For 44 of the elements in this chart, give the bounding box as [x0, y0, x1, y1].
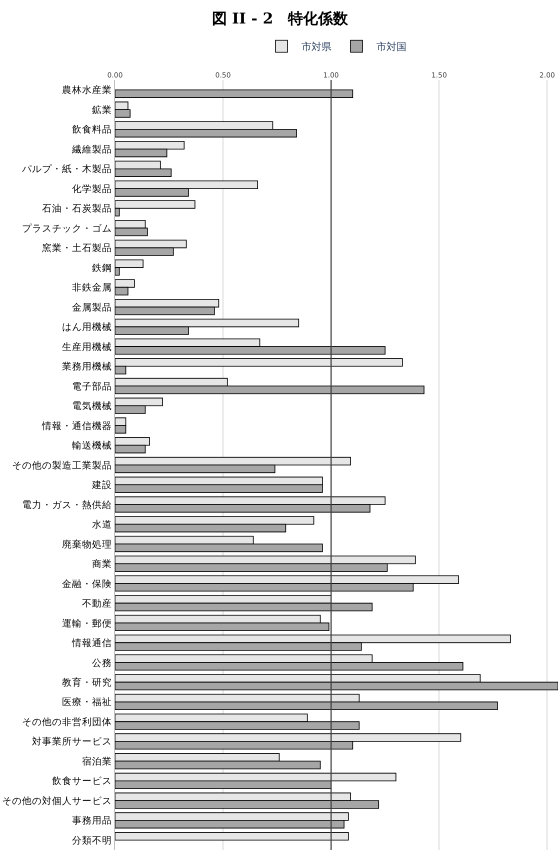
- y-tick-label: 生産用機械: [62, 340, 112, 353]
- y-tick-label: その他の対個人サービス: [2, 794, 112, 807]
- y-tick-label: その他の非営利団体: [22, 716, 112, 728]
- y-tick-label: 医療・福祉: [62, 696, 112, 708]
- y-tick-label: その他の製造工業製品: [12, 459, 112, 472]
- chart-title: 図 II - 2 特化係数: [212, 9, 350, 28]
- y-tick-label: 電子部品: [72, 380, 112, 392]
- y-tick-label: 繊維製品: [71, 143, 112, 156]
- y-tick-label: 不動産: [82, 598, 112, 610]
- y-tick-label: 鉱業: [92, 104, 112, 116]
- y-tick-label: 飲食サービス: [52, 775, 112, 788]
- y-tick-label: 飲食料品: [72, 124, 112, 136]
- legend-label: 市対国: [376, 41, 406, 54]
- y-tick-label: 金属製品: [72, 301, 112, 314]
- y-tick-label: 水道: [92, 518, 112, 531]
- y-tick-label: 石油・石炭製品: [42, 202, 112, 215]
- y-tick-label: 教育・研究: [62, 676, 112, 689]
- y-tick-label: 電気機械: [72, 400, 112, 412]
- y-tick-label: 輸送機械: [72, 440, 112, 452]
- y-tick-label: 農林水産業: [62, 84, 112, 96]
- y-tick-label: 金融・保険: [62, 578, 112, 590]
- y-tick-label: 分類不明: [72, 834, 112, 846]
- y-tick-label: 窯業・土石製品: [42, 242, 112, 254]
- legend-label: 市対県: [302, 41, 332, 54]
- y-tick-label: 建設: [91, 479, 112, 492]
- y-tick-label: 非鉄金属: [72, 282, 112, 294]
- bar: [115, 832, 349, 841]
- y-tick-label: 化学製品: [72, 182, 112, 195]
- y-tick-label: プラスチック・ゴム: [22, 222, 112, 234]
- y-tick-label: 情報通信: [71, 637, 112, 650]
- y-tick-label: パルプ・紙・木製品: [21, 163, 112, 176]
- y-tick-label: 事務用品: [72, 814, 112, 827]
- y-tick-label: 電力・ガス・熱供給: [22, 498, 112, 511]
- y-tick-label: 公務: [92, 656, 112, 669]
- y-tick-label: 廃棄物処理: [62, 538, 112, 550]
- y-tick-label: 鉄鋼: [92, 262, 112, 274]
- y-tick-label: 運輸・郵便: [62, 617, 112, 630]
- bar: [115, 89, 354, 98]
- y-tick-label: 対事業所サービス: [32, 736, 112, 748]
- y-tick-label: 業務用機械: [62, 360, 112, 373]
- y-tick-label: 宿泊業: [82, 755, 112, 768]
- y-tick-label: 情報・通信機器: [41, 420, 112, 432]
- y-tick-label: 商業: [92, 558, 112, 570]
- y-tick-label: はん用機械: [62, 321, 112, 334]
